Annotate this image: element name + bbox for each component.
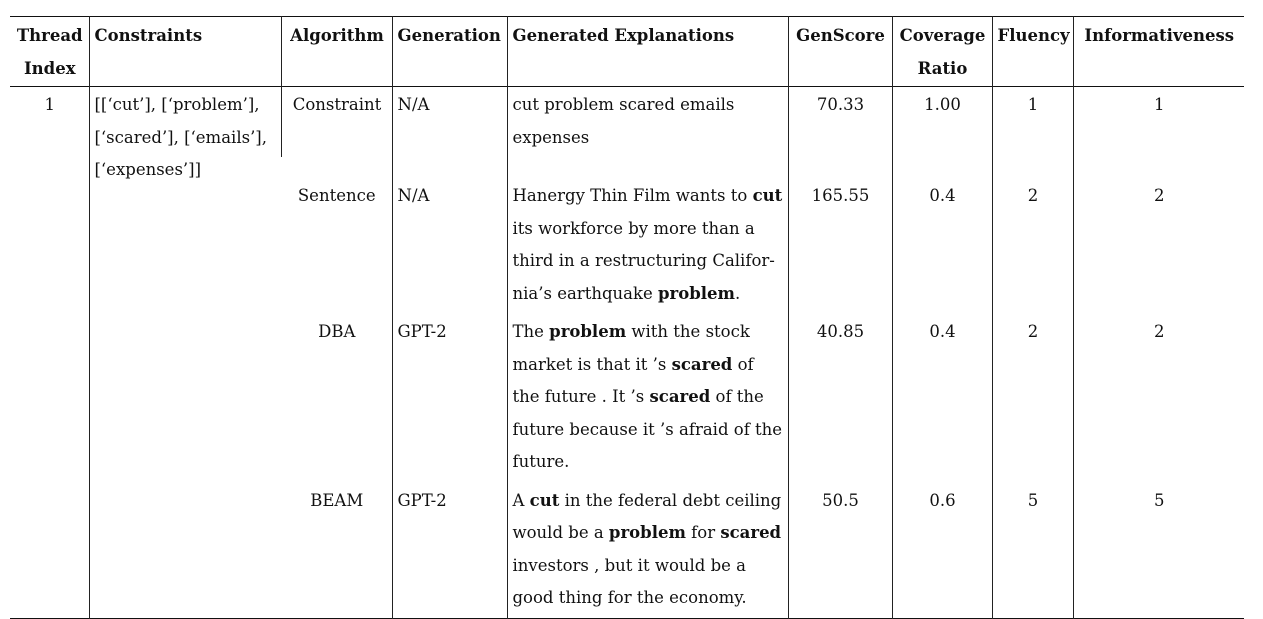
header-coverage-ratio: Coverage Ratio: [891, 16, 992, 87]
fluency-cell: 1: [991, 86, 1073, 157]
header-fluency: Fluency: [991, 16, 1073, 87]
genscore-cell: 50.5: [787, 481, 892, 618]
algorithm-cell: Sentence: [297, 186, 376, 205]
generation-cell: N/A: [391, 177, 507, 313]
header-informativeness: Informativeness: [1072, 16, 1244, 87]
genscore-cell: 40.85: [787, 313, 892, 482]
explanation-cell: A cut in the federal debt ceiling would …: [506, 481, 788, 618]
thread-index-cell: 1: [44, 95, 56, 114]
explanation-cell: cut problem scared emails expenses: [506, 86, 788, 157]
generation-cell: GPT-2: [391, 481, 507, 618]
genscore-cell: 70.33: [787, 86, 892, 157]
header-generated-explanations: Generated Explanations: [506, 16, 788, 87]
header-thread-index: Thread Index: [16, 26, 83, 78]
informativeness-cell: 5: [1072, 481, 1244, 618]
explanation-text: of the future because it ’s afraid of th…: [512, 387, 783, 471]
informativeness-cell: 2: [1072, 177, 1244, 313]
explanation-text: for: [685, 523, 721, 542]
explanation-text: The: [512, 322, 550, 341]
explanation-cell: The problem with the stock market is tha…: [506, 313, 788, 482]
explanation-text: Hanergy Thin Film wants to: [512, 186, 753, 205]
constraint-keyword: scared: [671, 354, 733, 374]
explanation-text: with the stock market is that it ’s: [512, 322, 750, 374]
explanation-text: A: [512, 490, 530, 510]
generation-cell: N/A: [391, 86, 507, 157]
constraint-keyword: cut: [752, 186, 783, 205]
explanation-text: .: [734, 283, 741, 303]
coverage-ratio-cell: 0.4: [891, 177, 992, 313]
informativeness-cell: 1: [1072, 86, 1244, 157]
row-spacer: [10, 157, 1244, 177]
coverage-ratio-cell: 1.00: [891, 86, 992, 157]
algorithm-cell: Constraint: [280, 86, 392, 157]
explanation-text: cut problem scared emails expenses: [512, 95, 735, 147]
header-generation: Generation: [391, 16, 507, 87]
fluency-cell: 2: [991, 177, 1073, 313]
coverage-ratio-cell: 0.6: [891, 481, 992, 618]
constraints-cell: [[‘cut’], [‘problem’], [‘scared’], [‘ema…: [88, 86, 281, 618]
constraint-keyword: scared: [720, 523, 782, 542]
table-row: DBA GPT-2 The problem with the stock mar…: [10, 313, 1244, 482]
genscore-cell: 165.55: [787, 177, 892, 313]
header-algorithm: Algorithm: [280, 16, 392, 87]
explanation-cell: Hanergy Thin Film wants to cut its workf…: [506, 177, 788, 313]
header-row: Thread Index Constraints Algorithm Genera…: [10, 16, 1244, 87]
constraint-keyword: problem: [549, 322, 627, 341]
constraint-keyword: problem: [608, 523, 686, 542]
header-genscore: GenScore: [787, 16, 892, 87]
results-table: Thread Index Constraints Algorithm Genera…: [10, 16, 1244, 619]
constraint-keyword: problem: [657, 283, 735, 303]
fluency-cell: 2: [991, 313, 1073, 482]
explanation-text: investors , but it would be a good thing…: [512, 555, 747, 608]
table-row: 1 [[‘cut’], [‘problem’], [‘scared’], [‘e…: [10, 86, 1244, 618]
fluency-cell: 5: [991, 481, 1073, 618]
explanation-text: in the federal debt ceiling would be a: [512, 490, 782, 543]
informativeness-cell: 2: [1072, 313, 1244, 482]
table-row: Sentence N/A Hanergy Thin Film wants to …: [10, 177, 1244, 313]
algorithm-cell: DBA: [318, 322, 356, 341]
constraint-keyword: cut: [529, 490, 560, 510]
constraint-keyword: scared: [649, 387, 711, 406]
header-constraints: Constraints: [88, 16, 281, 87]
explanation-text: of the future . It ’s: [512, 354, 754, 407]
explanation-text: its workforce by more than a third in a …: [512, 218, 775, 303]
generation-cell: GPT-2: [391, 313, 507, 482]
coverage-ratio-cell: 0.4: [891, 313, 992, 482]
algorithm-cell: BEAM: [310, 490, 364, 510]
